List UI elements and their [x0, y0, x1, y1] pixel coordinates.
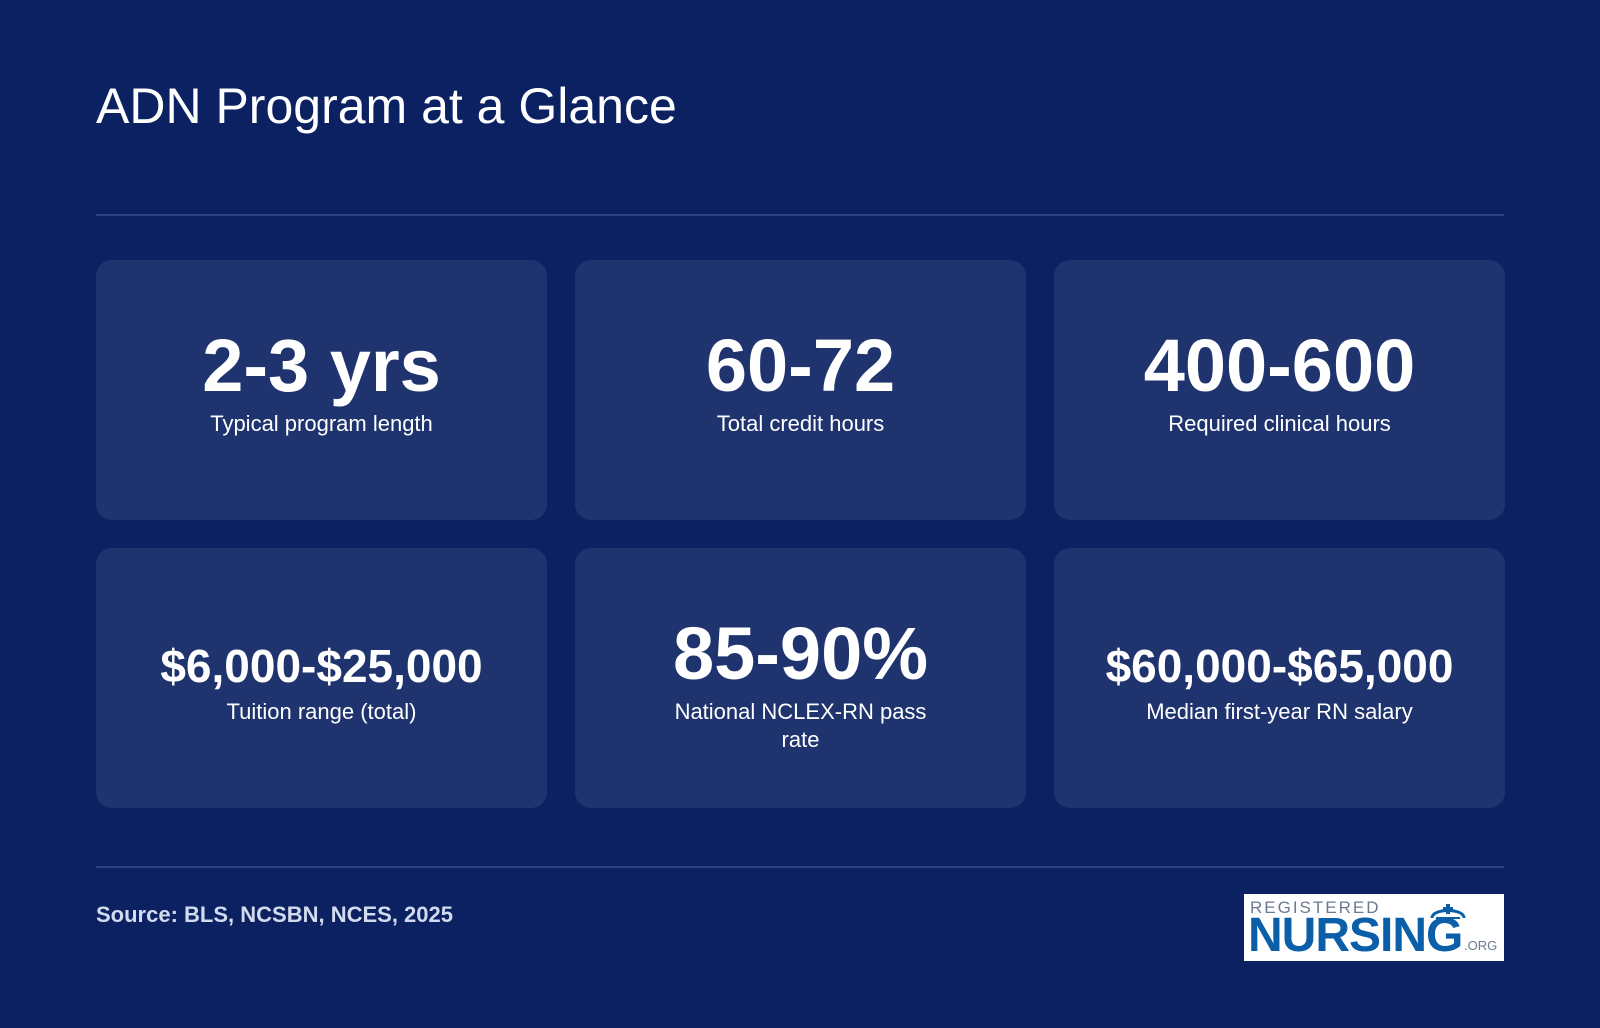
source-note: Source: BLS, NCSBN, NCES, 2025 — [96, 902, 453, 927]
stat-label: National NCLEX-RN pass rate — [674, 699, 927, 752]
stat-value: $6,000-$25,000 — [160, 640, 483, 692]
stat-value: 400-600 — [1143, 324, 1416, 407]
stat-label: Tuition range (total) — [226, 699, 417, 724]
stat-card-tuition: $6,000-$25,000 Tuition range (total) — [96, 548, 547, 808]
top-divider — [96, 214, 1504, 216]
page-title: ADN Program at a Glance — [96, 78, 677, 134]
stat-value: 2-3 yrs — [202, 324, 441, 407]
stat-value: 60-72 — [705, 324, 896, 407]
logo-suffix: .ORG — [1464, 938, 1498, 953]
nurse-cap-icon — [1430, 904, 1466, 919]
stat-value: 85-90% — [672, 612, 929, 695]
stat-card-credit-hours: 60-72 Total credit hours — [575, 260, 1026, 520]
bottom-divider — [96, 866, 1504, 868]
stat-card-salary: $60,000-$65,000 Median first-year RN sal… — [1054, 548, 1505, 808]
logo-main-text: NURSING — [1248, 909, 1463, 961]
logo-top-text: REGISTERED — [1250, 898, 1381, 917]
registered-nursing-logo: REGISTERED NURSING .ORG — [1244, 894, 1504, 961]
stat-card-program-length: 2-3 yrs Typical program length — [96, 260, 547, 520]
stat-card-clinical-hours: 400-600 Required clinical hours — [1054, 260, 1505, 520]
stat-value: $60,000-$65,000 — [1105, 640, 1454, 692]
stat-label: Total credit hours — [716, 411, 885, 436]
stats-grid: 2-3 yrs Typical program length 60-72 Tot… — [96, 260, 1505, 808]
stat-label: Typical program length — [210, 411, 433, 436]
stat-label: Required clinical hours — [1168, 411, 1391, 436]
stat-label: Median first-year RN salary — [1146, 699, 1413, 724]
stat-card-pass-rate: 85-90% National NCLEX-RN pass rate — [575, 548, 1026, 808]
